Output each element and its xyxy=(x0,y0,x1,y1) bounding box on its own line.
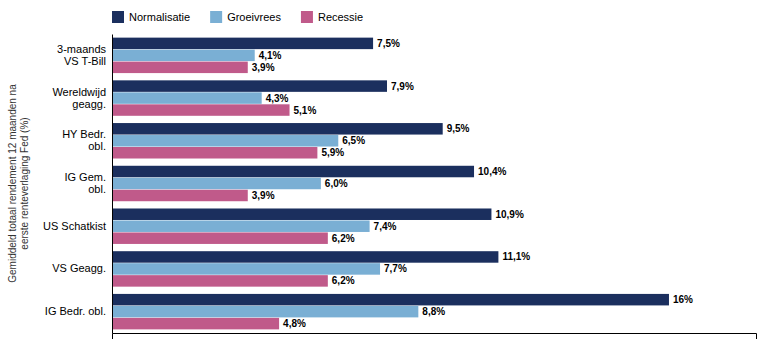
y-tick-label-line: IG Gem. xyxy=(64,171,106,183)
bars xyxy=(112,38,669,330)
legend-label: Recessie xyxy=(318,11,363,23)
y-axis-line xyxy=(112,35,113,334)
y-axis: 3-maandsVS T-Bill Wereldwijdgeagg. HY Bedr… xyxy=(43,35,112,334)
bar xyxy=(112,38,373,49)
y-tick: 3-maandsVS T-Bill xyxy=(57,43,106,67)
series xyxy=(112,62,328,330)
y-tick-label-line: Wereldwijd xyxy=(52,86,106,98)
bar xyxy=(112,50,255,61)
y-tick-label-line: IG Bedr. obl. xyxy=(45,305,106,317)
y-tick-label: HY Bedr.obl. xyxy=(62,128,106,152)
legend-item: Recessie xyxy=(301,11,363,23)
data-label: 8,8% xyxy=(422,306,445,317)
y-tick: HY Bedr.obl. xyxy=(62,128,106,152)
legend-swatch xyxy=(210,11,222,23)
y-tick-label-line: obl. xyxy=(88,183,106,195)
legend-swatch xyxy=(112,11,124,23)
y-tick-label: IG Gem.obl. xyxy=(64,171,106,195)
y-tick-label-line: geagg. xyxy=(72,98,106,110)
y-tick-label-line: VS T-Bill xyxy=(64,55,106,67)
bar xyxy=(112,294,669,305)
bar xyxy=(112,135,338,146)
y-axis-title-line: Gemiddeld totaal rendement 12 maanden na xyxy=(7,84,18,283)
plot: 7,5% 7,9% 9,5% 10,4% 10,9% 11,1% 16% 4,1% 4,3% 6,… xyxy=(43,35,756,340)
data-label: 4,8% xyxy=(283,318,306,329)
data-label: 6,2% xyxy=(332,233,355,244)
bar xyxy=(112,275,328,286)
bar xyxy=(112,220,370,231)
x-axis xyxy=(113,334,757,340)
y-tick-label: US Schatkist xyxy=(43,220,106,232)
y-tick-label: VS Geagg. xyxy=(52,262,106,274)
bar xyxy=(112,251,498,262)
series xyxy=(112,50,418,318)
y-tick-label-line: 3-maands xyxy=(57,43,106,55)
legend-item: Groeivrees xyxy=(210,11,281,23)
legend: Normalisatie Groeivrees Recessie xyxy=(112,11,363,23)
y-tick: US Schatkist xyxy=(43,220,106,232)
y-tick-label: 3-maandsVS T-Bill xyxy=(57,43,106,67)
data-label: 16% xyxy=(673,294,693,305)
y-tick: IG Gem.obl. xyxy=(64,171,106,195)
data-label: 6,2% xyxy=(332,275,355,286)
legend-item: Normalisatie xyxy=(112,11,190,23)
y-tick: IG Bedr. obl. xyxy=(45,305,106,317)
bar xyxy=(112,80,387,91)
data-label: 7,5% xyxy=(377,38,400,49)
y-tick-label-line: US Schatkist xyxy=(43,220,106,232)
data-label: 3,9% xyxy=(252,62,275,73)
data-label: 7,7% xyxy=(384,263,407,274)
legend-swatch xyxy=(301,11,313,23)
bar xyxy=(112,318,279,329)
data-label: 4,1% xyxy=(259,50,282,61)
bar xyxy=(112,232,328,243)
bar xyxy=(112,104,290,115)
data-label: 5,1% xyxy=(294,105,317,116)
data-label: 6,0% xyxy=(325,178,348,189)
data-label: 7,4% xyxy=(374,221,397,232)
y-tick: VS Geagg. xyxy=(52,262,106,274)
chart: 7,5% 7,9% 9,5% 10,4% 10,9% 11,1% 16% 4,1% 4,3% 6,… xyxy=(0,0,780,345)
bar xyxy=(112,62,248,73)
data-label: 6,5% xyxy=(342,135,365,146)
data-label: 4,3% xyxy=(266,93,289,104)
legend-label: Groeivrees xyxy=(227,11,281,23)
bar xyxy=(112,166,474,177)
y-tick-label: Wereldwijdgeagg. xyxy=(52,86,106,110)
bar xyxy=(112,306,418,317)
data-label: 10,9% xyxy=(495,209,523,220)
data-label: 11,1% xyxy=(502,251,530,262)
data-label: 10,4% xyxy=(478,166,506,177)
series xyxy=(112,38,669,306)
legend-label: Normalisatie xyxy=(129,11,190,23)
data-label: 7,9% xyxy=(391,81,414,92)
bar xyxy=(112,147,317,158)
data-label: 9,5% xyxy=(447,123,470,134)
bar xyxy=(112,92,262,103)
y-tick: Wereldwijdgeagg. xyxy=(52,86,106,110)
bar xyxy=(112,190,248,201)
y-tick-label-line: VS Geagg. xyxy=(52,262,106,274)
y-tick-label-line: obl. xyxy=(88,140,106,152)
x-axis-line xyxy=(113,334,757,340)
bar xyxy=(112,178,321,189)
data-labels: 7,5% 7,9% 9,5% 10,4% 10,9% 11,1% 16% 4,1% 4,3% 6,… xyxy=(252,38,693,329)
y-tick-label: IG Bedr. obl. xyxy=(45,305,106,317)
data-label: 3,9% xyxy=(252,190,275,201)
y-axis-title-line: eerste renteverlaging Fed (%) xyxy=(19,117,30,249)
bar xyxy=(112,208,491,219)
y-axis-title: Gemiddeld totaal rendement 12 maanden na… xyxy=(7,84,30,283)
y-tick-label-line: HY Bedr. xyxy=(62,128,106,140)
data-label: 5,9% xyxy=(321,147,344,158)
bar xyxy=(112,123,443,134)
bar xyxy=(112,263,380,274)
